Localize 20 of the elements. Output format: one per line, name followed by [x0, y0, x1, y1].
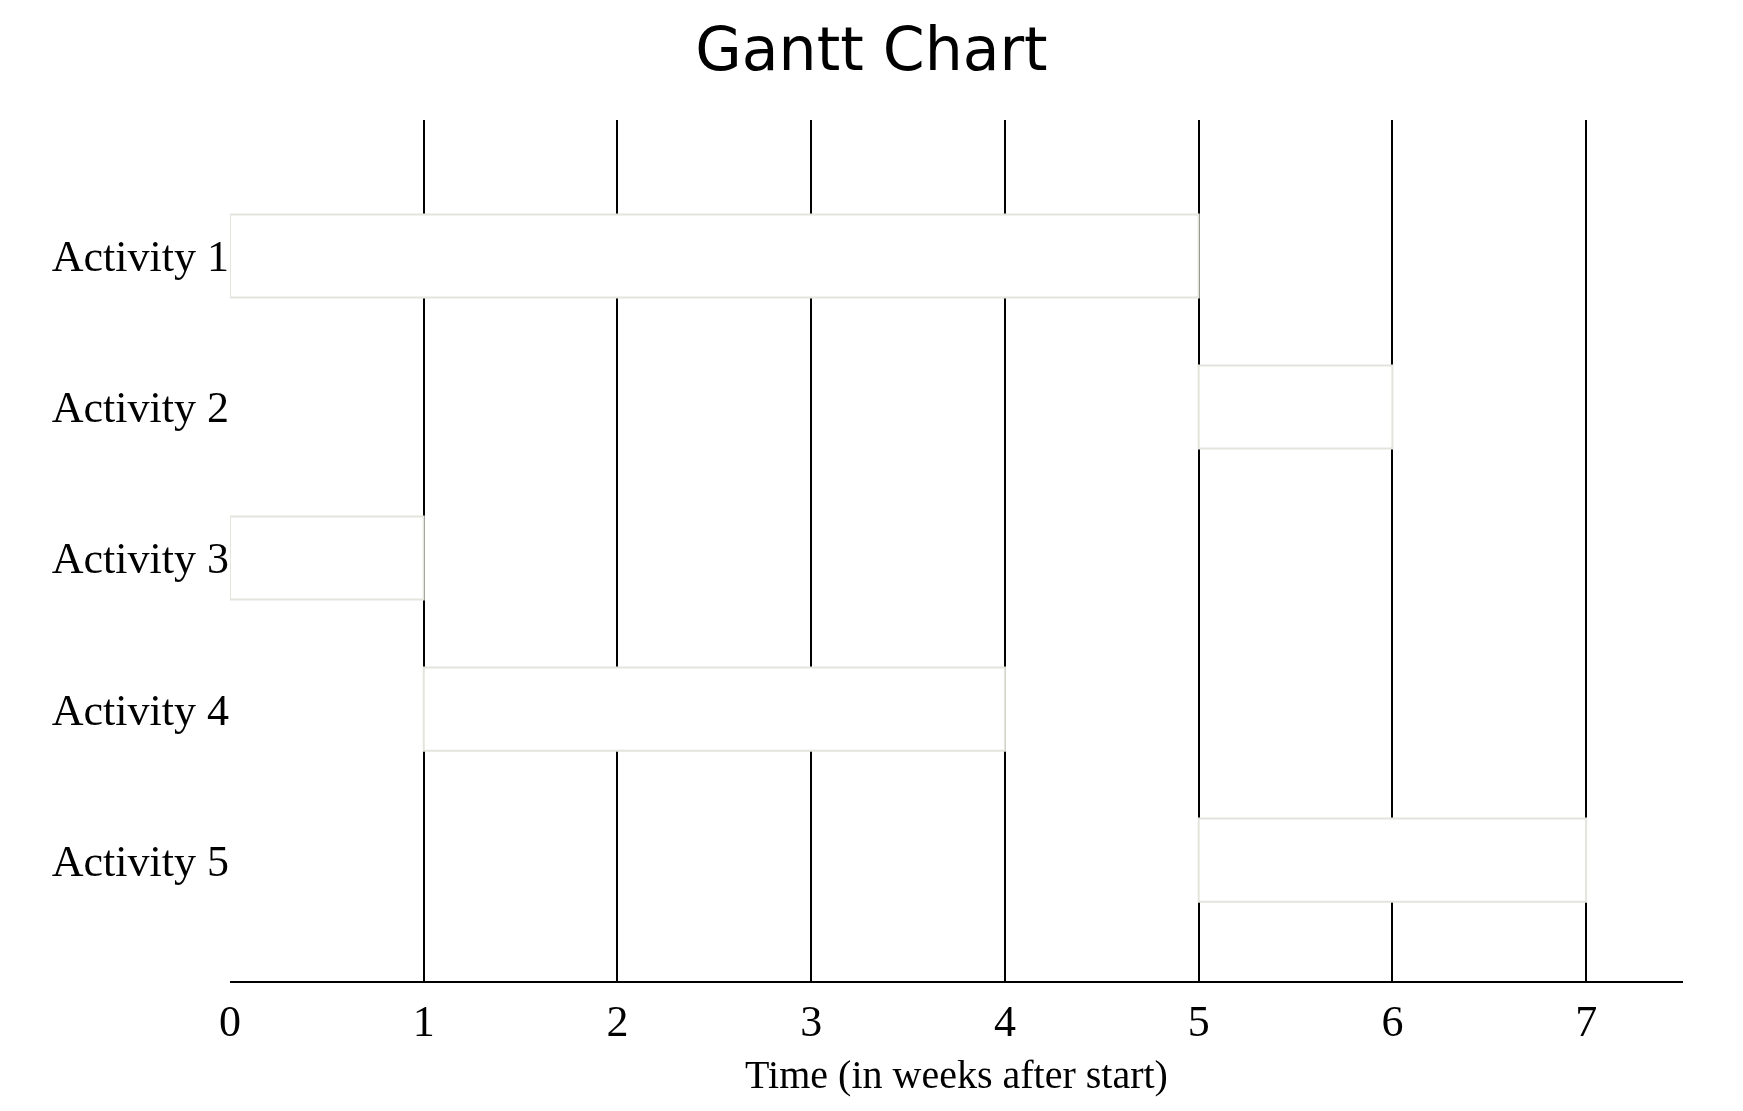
x-tick-label: 2 [606, 996, 629, 1046]
x-tick-label: 0 [219, 996, 241, 1046]
bar [1197, 364, 1394, 450]
bar [1197, 817, 1588, 903]
y-tick-label: Activity 3 [51, 534, 229, 584]
bar [230, 515, 425, 601]
bar [230, 213, 1200, 299]
x-tick-label: 5 [1187, 996, 1210, 1046]
x-tick-label: 6 [1381, 996, 1404, 1046]
x-tick-label: 1 [412, 996, 435, 1046]
y-tick-label: Activity 2 [51, 383, 229, 433]
y-tick-label: Activity 1 [51, 232, 229, 282]
x-axis-title: Time (in weeks after start) [745, 1051, 1168, 1097]
x-tick-label: 7 [1575, 996, 1598, 1046]
y-tick-label: Activity 5 [51, 836, 229, 886]
x-tick-label: 3 [800, 996, 823, 1046]
chart-title: Gantt Chart [695, 13, 1048, 84]
x-tick-label: 4 [993, 996, 1016, 1046]
bar [422, 666, 1006, 752]
y-tick-label: Activity 4 [51, 685, 229, 735]
